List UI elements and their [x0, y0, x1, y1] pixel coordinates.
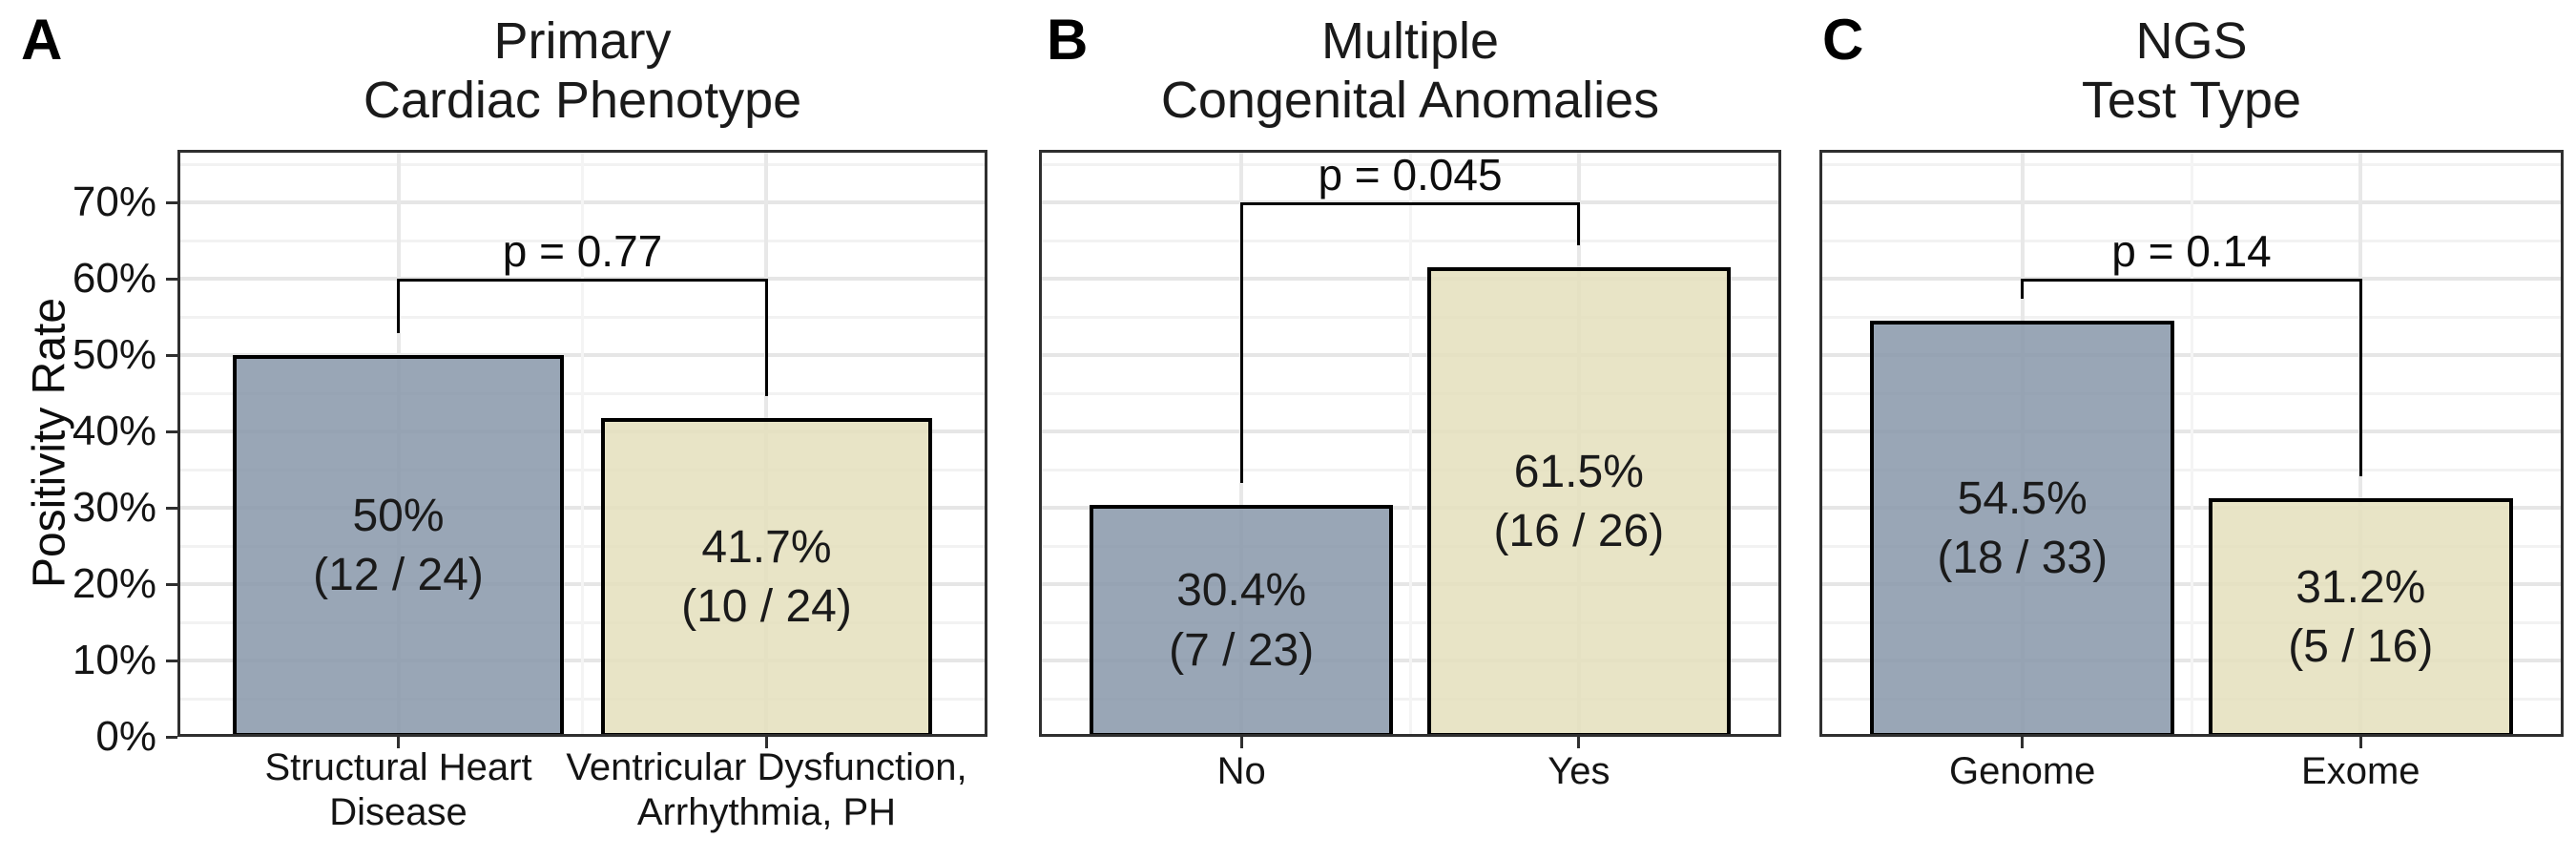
x-axis-label-line: Structural Heart — [264, 746, 532, 788]
y-tick-label: 40% — [72, 408, 156, 454]
bar-fraction-label: (12 / 24) — [313, 550, 484, 601]
panel-tag: C — [1822, 8, 1864, 72]
panel-title-line: Multiple — [1320, 12, 1500, 70]
panel-title-line: Test Type — [2081, 72, 2302, 129]
bar-fraction-label: (16 / 26) — [1493, 506, 1665, 557]
x-axis-tick — [397, 737, 401, 748]
x-axis-tick — [2358, 737, 2362, 748]
gridline-v-minor — [2190, 150, 2193, 737]
y-tick-label: 30% — [72, 484, 156, 531]
y-tick-label: 50% — [72, 331, 156, 378]
x-axis-label-line: No — [1216, 750, 1266, 792]
significance-bracket-drop — [2021, 279, 2025, 299]
significance-bracket-drop — [1239, 202, 1243, 483]
significance-bracket — [397, 279, 768, 282]
significance-bracket — [1239, 202, 1581, 205]
panel-title: NGS Test Type — [1734, 11, 2576, 130]
y-tick-mark — [166, 430, 177, 433]
plot-area: 54.5% (18 / 33) Genome 31.2% (5 / 16) Exome p … — [1819, 150, 2564, 792]
significance-bracket-drop — [1577, 202, 1581, 245]
panel-tag: B — [1047, 8, 1089, 72]
x-axis-label: Exome — [2017, 749, 2576, 794]
y-tick-label: 70% — [72, 178, 156, 225]
x-axis-label-line: Disease — [329, 791, 467, 833]
bar-fraction-label: (18 / 33) — [1937, 533, 2109, 584]
x-axis-label: No — [898, 749, 1585, 794]
significance-bracket-drop — [2358, 279, 2362, 477]
y-tick-mark — [166, 353, 177, 357]
bar-no — [1090, 504, 1394, 737]
x-axis-label: Genome — [1679, 749, 2366, 794]
y-tick-mark — [166, 277, 177, 281]
significance-bracket-drop — [397, 279, 401, 333]
significance-bracket — [2021, 279, 2362, 282]
bar-fraction-label: (5 / 16) — [2288, 621, 2434, 673]
bar-percent-label: 31.2% — [2296, 562, 2426, 613]
bar-percent-label: 61.5% — [1513, 446, 1644, 497]
x-axis-label-line: Arrhythmia, PH — [636, 791, 897, 833]
y-tick-label: 0% — [95, 713, 156, 760]
plot-area: 50% (12 / 24) Structural Heart Disease 41.7%… — [177, 150, 987, 833]
bar-percent-label: 30.4% — [1176, 565, 1307, 617]
y-tick-mark — [166, 659, 177, 662]
bar-percent-label: 41.7% — [701, 522, 832, 573]
y-tick-mark — [166, 506, 177, 510]
panel-title: Primary Cardiac Phenotype — [92, 11, 1073, 130]
y-tick-label: 20% — [72, 560, 156, 607]
x-axis-label-line: Genome — [1949, 750, 2096, 792]
panel-title: Multiple Congenital Anomalies — [953, 11, 1867, 130]
y-tick-label: 10% — [72, 637, 156, 683]
bar-fraction-label: (7 / 23) — [1169, 624, 1315, 676]
gridline-v-minor — [581, 150, 584, 737]
y-tick-label: 60% — [72, 255, 156, 302]
x-axis-label-line: Yes — [1548, 750, 1610, 792]
p-value-label: p = 0.14 — [2111, 226, 2272, 277]
significance-bracket-drop — [764, 279, 768, 397]
x-axis-tick — [2021, 737, 2025, 748]
panel-title-line: Congenital Anomalies — [1160, 72, 1660, 129]
bar-genome — [1870, 321, 2175, 737]
panel-tag: A — [21, 8, 63, 72]
panel-title-line: NGS — [2135, 12, 2248, 70]
x-axis-label: Ventricular Dysfunction, Arrhythmia, PH — [423, 745, 1110, 835]
x-axis-label: Yes — [1236, 749, 1922, 794]
x-axis-label-line: Ventricular Dysfunction, — [566, 746, 967, 788]
y-tick-mark — [166, 582, 177, 586]
y-tick-mark — [166, 735, 177, 739]
bar-percent-label: 54.5% — [1957, 472, 2088, 524]
x-axis-tick — [1577, 737, 1581, 748]
bar-structural-heart-disease — [232, 355, 565, 737]
y-tick-mark — [166, 200, 177, 204]
x-axis-label: Structural Heart Disease — [55, 745, 742, 835]
p-value-label: p = 0.045 — [1318, 150, 1503, 200]
bar-percent-label: 50% — [352, 490, 445, 541]
panel-title-line: Cardiac Phenotype — [363, 72, 802, 129]
bar-ventricular-dysfunction-arrhythmia-ph — [600, 418, 933, 737]
panel-title-line: Primary — [493, 12, 672, 70]
p-value-label: p = 0.77 — [502, 226, 663, 277]
x-axis-label-line: Exome — [2301, 750, 2420, 792]
bar-yes — [1426, 267, 1731, 737]
gridline-v-minor — [1408, 150, 1412, 737]
plot-area: 30.4% (7 / 23) No 61.5% (16 / 26) Yes p = 0.04… — [1039, 150, 1781, 792]
x-axis-tick — [764, 737, 768, 748]
x-axis-tick — [1239, 737, 1243, 748]
bar-fraction-label: (10 / 24) — [681, 581, 852, 633]
